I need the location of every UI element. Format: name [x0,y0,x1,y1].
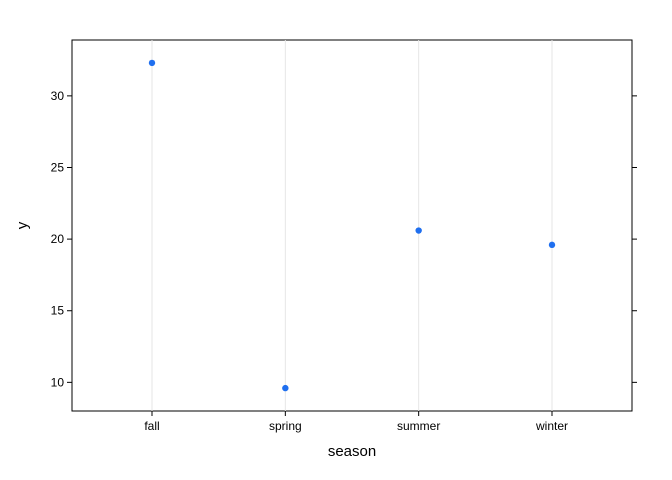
y-tick-label: 15 [51,304,65,318]
y-tick-label: 10 [51,375,65,389]
y-axis-title: y [14,221,31,229]
x-tick-label: spring [269,419,302,433]
x-tick-label: summer [397,419,440,433]
data-points [148,59,556,392]
data-point-winter [548,241,556,249]
data-point-summer [415,227,422,234]
x-tick-label: winter [535,419,568,433]
x-axis-title: season [328,443,376,460]
gridlines [151,40,553,411]
x-tick-label: fall [144,419,159,433]
data-point-fall [148,59,156,67]
data-point-spring [282,384,289,392]
plot-panel [71,39,633,412]
y-tick-label: 30 [51,89,65,103]
y-tick-label: 20 [51,232,65,246]
y-tick-label: 25 [51,160,65,174]
axis-ticks: fall spring summer winter 10 15 20 25 30 [51,89,637,433]
